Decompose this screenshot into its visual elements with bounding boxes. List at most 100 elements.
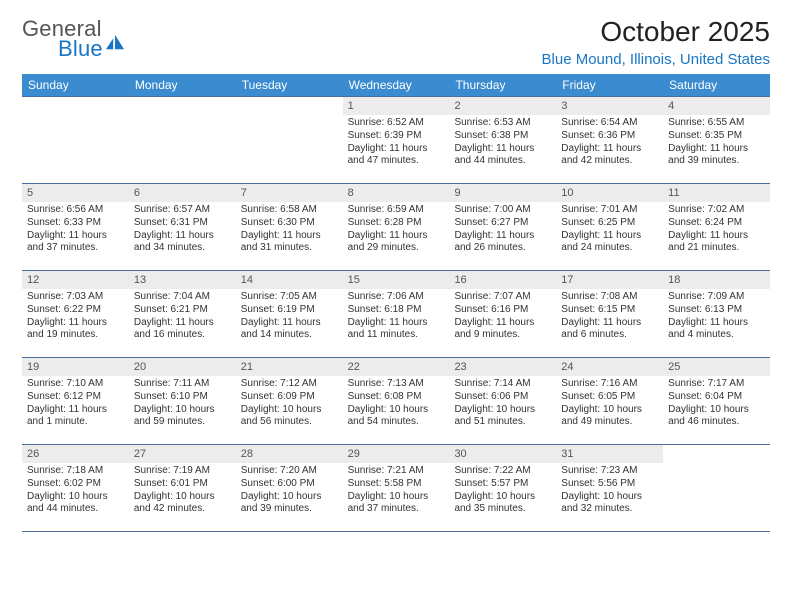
sunset-text: Sunset: 6:27 PM (454, 217, 551, 230)
daylight-line1: Daylight: 10 hours (454, 404, 551, 417)
day-cell: 6Sunrise: 6:57 AMSunset: 6:31 PMDaylight… (129, 184, 236, 270)
day-body: Sunrise: 7:17 AMSunset: 6:04 PMDaylight:… (663, 376, 770, 433)
sunrise-text: Sunrise: 7:21 AM (348, 465, 445, 478)
day-number: 12 (22, 271, 129, 289)
day-number: 29 (343, 445, 450, 463)
daylight-line2: and 4 minutes. (668, 329, 765, 342)
day-number: 13 (129, 271, 236, 289)
daylight-line1: Daylight: 10 hours (561, 404, 658, 417)
day-number: 1 (343, 97, 450, 115)
sunrise-text: Sunrise: 6:52 AM (348, 117, 445, 130)
day-body: Sunrise: 6:52 AMSunset: 6:39 PMDaylight:… (343, 115, 450, 172)
daylight-line2: and 44 minutes. (454, 155, 551, 168)
day-cell: 4Sunrise: 6:55 AMSunset: 6:35 PMDaylight… (663, 97, 770, 183)
daylight-line1: Daylight: 11 hours (561, 230, 658, 243)
daylight-line1: Daylight: 10 hours (134, 491, 231, 504)
day-cell (22, 97, 129, 183)
day-body: Sunrise: 7:04 AMSunset: 6:21 PMDaylight:… (129, 289, 236, 346)
daylight-line2: and 44 minutes. (27, 503, 124, 516)
daylight-line1: Daylight: 10 hours (348, 491, 445, 504)
sunrise-text: Sunrise: 7:12 AM (241, 378, 338, 391)
day-cell: 10Sunrise: 7:01 AMSunset: 6:25 PMDayligh… (556, 184, 663, 270)
daylight-line2: and 39 minutes. (241, 503, 338, 516)
day-number: 31 (556, 445, 663, 463)
day-number: 22 (343, 358, 450, 376)
daylight-line2: and 54 minutes. (348, 416, 445, 429)
day-number: 15 (343, 271, 450, 289)
day-cell: 22Sunrise: 7:13 AMSunset: 6:08 PMDayligh… (343, 358, 450, 444)
daylight-line2: and 11 minutes. (348, 329, 445, 342)
day-cell: 3Sunrise: 6:54 AMSunset: 6:36 PMDaylight… (556, 97, 663, 183)
day-number: 21 (236, 358, 343, 376)
day-cell: 11Sunrise: 7:02 AMSunset: 6:24 PMDayligh… (663, 184, 770, 270)
day-cell: 16Sunrise: 7:07 AMSunset: 6:16 PMDayligh… (449, 271, 556, 357)
daylight-line2: and 46 minutes. (668, 416, 765, 429)
sunset-text: Sunset: 6:30 PM (241, 217, 338, 230)
day-body: Sunrise: 7:11 AMSunset: 6:10 PMDaylight:… (129, 376, 236, 433)
sunrise-text: Sunrise: 7:18 AM (27, 465, 124, 478)
dow-cell: Thursday (449, 74, 556, 96)
day-cell: 5Sunrise: 6:56 AMSunset: 6:33 PMDaylight… (22, 184, 129, 270)
daylight-line1: Daylight: 11 hours (561, 317, 658, 330)
day-number: 10 (556, 184, 663, 202)
day-body: Sunrise: 7:02 AMSunset: 6:24 PMDaylight:… (663, 202, 770, 259)
day-cell: 13Sunrise: 7:04 AMSunset: 6:21 PMDayligh… (129, 271, 236, 357)
day-body: Sunrise: 7:23 AMSunset: 5:56 PMDaylight:… (556, 463, 663, 520)
sunset-text: Sunset: 6:09 PM (241, 391, 338, 404)
sunset-text: Sunset: 6:12 PM (27, 391, 124, 404)
daylight-line2: and 24 minutes. (561, 242, 658, 255)
day-body: Sunrise: 6:58 AMSunset: 6:30 PMDaylight:… (236, 202, 343, 259)
daylight-line1: Daylight: 11 hours (668, 317, 765, 330)
daylight-line1: Daylight: 11 hours (454, 317, 551, 330)
day-body: Sunrise: 7:07 AMSunset: 6:16 PMDaylight:… (449, 289, 556, 346)
daylight-line1: Daylight: 11 hours (668, 143, 765, 156)
sunset-text: Sunset: 6:10 PM (134, 391, 231, 404)
day-body: Sunrise: 6:54 AMSunset: 6:36 PMDaylight:… (556, 115, 663, 172)
sunset-text: Sunset: 6:22 PM (27, 304, 124, 317)
sunrise-text: Sunrise: 7:00 AM (454, 204, 551, 217)
sunset-text: Sunset: 5:56 PM (561, 478, 658, 491)
day-number: 26 (22, 445, 129, 463)
week-row: 5Sunrise: 6:56 AMSunset: 6:33 PMDaylight… (22, 183, 770, 270)
day-number: 2 (449, 97, 556, 115)
day-body: Sunrise: 7:18 AMSunset: 6:02 PMDaylight:… (22, 463, 129, 520)
day-number: 20 (129, 358, 236, 376)
sunrise-text: Sunrise: 7:20 AM (241, 465, 338, 478)
sunrise-text: Sunrise: 6:54 AM (561, 117, 658, 130)
dow-cell: Monday (129, 74, 236, 96)
day-cell: 18Sunrise: 7:09 AMSunset: 6:13 PMDayligh… (663, 271, 770, 357)
sunset-text: Sunset: 6:13 PM (668, 304, 765, 317)
sunrise-text: Sunrise: 7:16 AM (561, 378, 658, 391)
month-title: October 2025 (542, 16, 770, 48)
day-number: 7 (236, 184, 343, 202)
day-cell: 2Sunrise: 6:53 AMSunset: 6:38 PMDaylight… (449, 97, 556, 183)
sunrise-text: Sunrise: 7:04 AM (134, 291, 231, 304)
dow-cell: Wednesday (343, 74, 450, 96)
dow-cell: Saturday (663, 74, 770, 96)
day-body: Sunrise: 7:09 AMSunset: 6:13 PMDaylight:… (663, 289, 770, 346)
daylight-line2: and 31 minutes. (241, 242, 338, 255)
daylight-line2: and 42 minutes. (561, 155, 658, 168)
daylight-line2: and 21 minutes. (668, 242, 765, 255)
day-number: 24 (556, 358, 663, 376)
sunset-text: Sunset: 5:57 PM (454, 478, 551, 491)
daylight-line2: and 14 minutes. (241, 329, 338, 342)
daylight-line1: Daylight: 11 hours (134, 317, 231, 330)
sunrise-text: Sunrise: 7:11 AM (134, 378, 231, 391)
day-cell: 12Sunrise: 7:03 AMSunset: 6:22 PMDayligh… (22, 271, 129, 357)
sunrise-text: Sunrise: 6:55 AM (668, 117, 765, 130)
day-body: Sunrise: 7:00 AMSunset: 6:27 PMDaylight:… (449, 202, 556, 259)
sunset-text: Sunset: 6:15 PM (561, 304, 658, 317)
daylight-line2: and 16 minutes. (134, 329, 231, 342)
day-body: Sunrise: 6:53 AMSunset: 6:38 PMDaylight:… (449, 115, 556, 172)
sunrise-text: Sunrise: 7:17 AM (668, 378, 765, 391)
day-cell: 26Sunrise: 7:18 AMSunset: 6:02 PMDayligh… (22, 445, 129, 531)
day-body: Sunrise: 6:57 AMSunset: 6:31 PMDaylight:… (129, 202, 236, 259)
sunrise-text: Sunrise: 7:08 AM (561, 291, 658, 304)
day-of-week-header: SundayMondayTuesdayWednesdayThursdayFrid… (22, 74, 770, 96)
sunset-text: Sunset: 6:02 PM (27, 478, 124, 491)
daylight-line1: Daylight: 11 hours (348, 230, 445, 243)
day-number: 5 (22, 184, 129, 202)
day-body: Sunrise: 7:08 AMSunset: 6:15 PMDaylight:… (556, 289, 663, 346)
day-cell: 8Sunrise: 6:59 AMSunset: 6:28 PMDaylight… (343, 184, 450, 270)
